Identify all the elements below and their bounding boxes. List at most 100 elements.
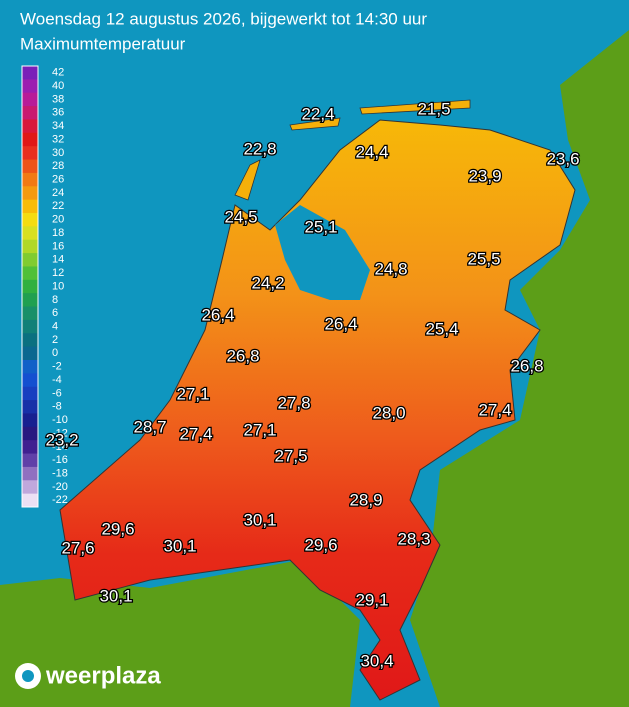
temperature-label: 27,5 — [274, 446, 307, 465]
scale-label: -18 — [52, 467, 68, 479]
scale-label: -10 — [52, 414, 68, 426]
scale-label: -16 — [52, 454, 68, 466]
netherlands — [59, 119, 576, 701]
scale-swatch — [22, 279, 38, 294]
logo-text: weerplaza — [45, 662, 161, 689]
temperature-label: 28,3 — [397, 529, 430, 548]
temperature-label: 30,1 — [99, 586, 132, 605]
land — [0, 30, 629, 707]
scale-label: 14 — [52, 254, 64, 266]
scale-label: 24 — [52, 187, 64, 199]
scale-swatch — [22, 106, 38, 120]
scale-swatch — [22, 172, 38, 187]
temperature-label: 26,4 — [201, 305, 234, 324]
temperature-label: 26,8 — [226, 346, 259, 365]
scale-swatch — [22, 426, 38, 441]
temperature-label: 27,1 — [243, 420, 276, 439]
scale-label: -6 — [52, 387, 62, 399]
scale-label: -22 — [52, 494, 68, 506]
scale-label: -12 — [52, 427, 68, 439]
scale-label: 0 — [52, 347, 58, 359]
temperature-label: 24,5 — [224, 207, 257, 226]
scale-swatch — [22, 159, 38, 174]
scale-swatch — [22, 373, 38, 388]
scale-label: 36 — [52, 107, 64, 119]
scale-label: 38 — [52, 93, 64, 105]
logo-icon-inner — [22, 670, 34, 682]
scale-label: 10 — [52, 280, 64, 292]
scale-label: 28 — [52, 160, 64, 172]
scale-label: -8 — [52, 401, 62, 413]
temperature-label: 29,6 — [101, 519, 134, 538]
temperature-labels: 22,4 21,5 22,8 24,4 23,6 23,9 24,5 25,1 24,8 25,5… — [44, 98, 581, 672]
scale-label: -14 — [52, 441, 68, 453]
scale-swatch — [22, 333, 38, 348]
scale-swatch — [22, 186, 38, 201]
scale-swatch — [22, 400, 38, 414]
scale-label: 32 — [52, 133, 64, 145]
temperature-label: 25,4 — [425, 319, 458, 338]
scale-swatch — [22, 239, 38, 254]
scale-label: 6 — [52, 307, 58, 319]
temperature-label: 30,1 — [163, 536, 196, 555]
temperature-label: 21,5 — [417, 99, 450, 118]
scale-label: 40 — [52, 80, 64, 92]
temperature-label: 24,2 — [251, 273, 284, 292]
scale-swatch — [22, 253, 38, 267]
temperature-label: 26,8 — [510, 356, 543, 375]
scale-swatch — [22, 79, 38, 94]
subtitle: Maximumtemperatuur — [20, 34, 186, 53]
temperature-label: 29,1 — [355, 590, 388, 609]
scale-swatch — [22, 213, 38, 227]
scale-swatch — [22, 119, 38, 134]
scale-border — [21, 65, 39, 508]
temperature-label: 27,8 — [277, 393, 310, 412]
scale-swatch — [22, 306, 38, 321]
temperature-label: 27,1 — [176, 384, 209, 403]
temperature-label: 27,6 — [61, 538, 94, 557]
ijsselmeer — [275, 205, 370, 300]
scale-swatch — [22, 440, 38, 455]
logo: weerplaza — [15, 662, 161, 689]
title: Woensdag 12 augustus 2026, bijgewerkt to… — [20, 9, 427, 28]
scale-swatch — [22, 453, 38, 468]
temperature-label: 23,9 — [468, 166, 501, 185]
scale-label: 22 — [52, 200, 64, 212]
scale-label: 20 — [52, 214, 64, 226]
scale-swatch — [22, 199, 38, 214]
scale-label: 26 — [52, 173, 64, 185]
scale-swatch — [22, 360, 38, 374]
temperature-label: 30,4 — [360, 651, 393, 670]
scale-label: 30 — [52, 147, 64, 159]
scale-swatch — [22, 413, 38, 428]
scale-swatch — [22, 66, 38, 80]
scale-swatch — [22, 480, 38, 495]
temperature-label: 23,6 — [546, 149, 579, 168]
scale-swatch — [22, 146, 38, 161]
temperature-label: 24,4 — [355, 142, 388, 161]
scale-swatch — [22, 266, 38, 281]
scale-swatch — [22, 319, 38, 334]
temperature-label: 28,9 — [349, 490, 382, 509]
temperature-label: 25,1 — [304, 217, 337, 236]
temperature-label: 27,4 — [179, 424, 212, 443]
scale-label: 34 — [52, 120, 64, 132]
temperature-label: 30,1 — [243, 510, 276, 529]
color-scale: 424038363432302826242220181614121086420-… — [21, 65, 68, 508]
scale-label: 18 — [52, 227, 64, 239]
scale-label: 2 — [52, 334, 58, 346]
scale-swatch — [22, 226, 38, 241]
temperature-label: 23,2 — [45, 430, 78, 449]
scale-label: -20 — [52, 481, 68, 493]
scale-swatch — [22, 466, 38, 481]
temperature-label: 26,4 — [324, 314, 357, 333]
temperature-label: 24,8 — [374, 259, 407, 278]
scale-label: 42 — [52, 67, 64, 79]
temperature-label: 22,4 — [301, 104, 334, 123]
temperature-label: 28,0 — [372, 403, 405, 422]
scale-swatch — [22, 92, 38, 107]
scale-swatch — [22, 493, 38, 508]
scale-label: 16 — [52, 240, 64, 252]
scale-label: -4 — [52, 374, 62, 386]
